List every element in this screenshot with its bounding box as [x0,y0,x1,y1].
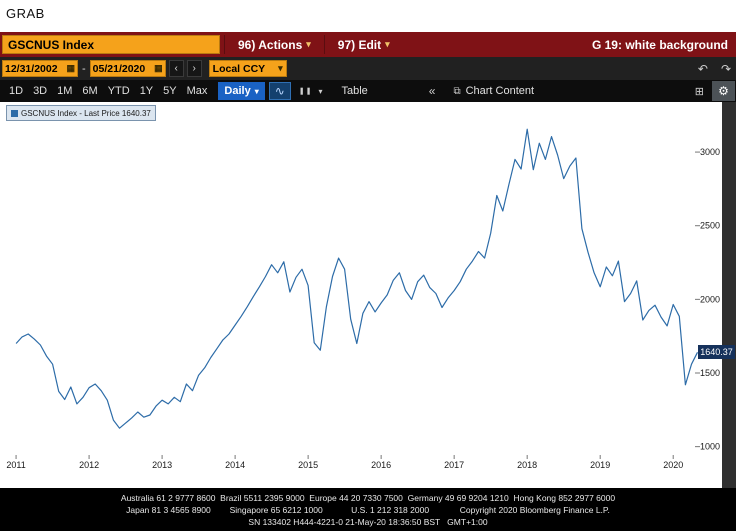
start-date-value: 12/31/2002 [5,62,58,75]
chevron-down-icon[interactable]: ▾ [318,86,323,96]
period-label: 1Y [139,85,154,97]
currency-select[interactable]: Local CCY ▾ [208,60,287,77]
svg-text:2018: 2018 [517,460,537,470]
status-footer: Australia 61 2 9777 8600 Brazil 5511 239… [0,488,736,531]
period-button-max[interactable]: Max [182,80,213,102]
end-date-input[interactable]: 05/21/2020 ▦ [89,60,166,77]
svg-text:2013: 2013 [152,460,172,470]
svg-text:2016: 2016 [371,460,391,470]
frequency-value: Daily [224,85,251,97]
collapse-icon[interactable]: « [428,84,436,98]
edit-menu-button[interactable]: 97) Edit ▾ [329,32,399,57]
svg-text:2019: 2019 [590,460,610,470]
edit-menu-label: 97) Edit [337,37,382,52]
chevron-down-icon: ▾ [254,86,259,96]
footer-session-line: SN 133402 H444-4221-0 21-May-20 18:36:50… [248,517,488,527]
grab-bar: GRAB [0,0,736,32]
svg-text:2011: 2011 [6,460,25,470]
svg-text:3000: 3000 [700,147,720,157]
svg-text:2020: 2020 [663,460,683,470]
divider [224,35,225,54]
panel-icon[interactable]: ⊞ [694,85,704,98]
period-label: YTD [107,85,130,97]
svg-text:1500: 1500 [700,368,720,378]
svg-text:2000: 2000 [700,294,720,304]
period-label: 3D [33,85,48,97]
period-label: 1D [9,85,24,97]
undo-icon[interactable]: ↶ [697,61,708,76]
legend-label: GSCNUS Index - Last Price 1640.37 [21,108,151,118]
period-button-1m[interactable]: 1M [52,80,77,102]
end-date-value: 05/21/2020 [92,62,146,75]
svg-text:2500: 2500 [700,221,720,231]
actions-menu-label: 96) Actions [238,37,303,52]
period-label: Max [186,85,208,97]
redo-icon[interactable]: ↷ [720,61,731,76]
chevron-right-icon: › [192,63,196,74]
period-label: 6M [82,85,98,97]
chart-type-button[interactable]: ∿ [268,82,291,100]
svg-text:2017: 2017 [444,460,464,470]
chevron-down-icon: ▾ [306,39,311,49]
right-edge-strip [722,102,736,488]
svg-text:2014: 2014 [225,460,245,470]
frequency-select[interactable]: Daily ▾ [218,82,265,100]
footer-contacts-line: Australia 61 2 9777 8600 Brazil 5511 239… [120,493,616,503]
grab-title: GRAB [6,6,45,21]
divider [323,35,325,54]
svg-text:1000: 1000 [700,442,720,452]
footer-contacts-line: Japan 81 3 4565 8900 Singapore 65 6212 1… [126,505,610,515]
calendar-icon: ▦ [154,63,163,73]
period-button-3d[interactable]: 3D [28,80,52,102]
legend-swatch [11,109,18,117]
start-date-input[interactable]: 12/31/2002 ▦ [2,60,78,77]
period-button-6m[interactable]: 6M [77,80,102,102]
chart-legend[interactable]: GSCNUS Index - Last Price 1640.37 [6,105,156,121]
panel-title: G 19: white background [591,37,728,52]
svg-text:2015: 2015 [298,460,318,470]
table-label: Table [341,85,368,97]
settings-button[interactable]: ⚙ [712,81,735,101]
range-bar: 12/31/2002 ▦ - 05/21/2020 ▦ ‹ › Local CC… [0,57,736,80]
actions-menu-button[interactable]: 96) Actions ▾ [229,32,320,57]
date-range-separator: - [82,62,86,75]
bar-chart-icon[interactable]: ❚❚ [298,88,313,95]
last-price-badge: 1640.37 [698,345,735,360]
gear-icon: ⚙ [718,84,729,98]
period-button-1y[interactable]: 1Y [135,80,158,102]
calendar-icon: ▦ [66,63,75,73]
chart-content-button[interactable]: ⧉ Chart Content [453,85,534,97]
chevron-down-icon: ▾ [385,39,390,49]
chart-area: 1000 1500 2000 2500 3000 2011 2012 2013 2014 2015… [0,102,736,488]
line-chart-icon: ∿ [274,84,285,98]
period-button-1d[interactable]: 1D [4,80,28,102]
period-label: 1M [57,85,73,97]
chart-toolbar: 1D 3D 1M 6M YTD 1Y 5Y Max Daily ▾ ∿ ❚❚ ▾… [0,80,736,102]
period-button-5y[interactable]: 5Y [158,80,181,102]
price-chart[interactable]: 1000 1500 2000 2500 3000 2011 2012 2013 2014 2015… [0,102,736,488]
chevron-down-icon: ▾ [278,63,283,73]
table-button[interactable]: Table [332,80,376,102]
chart-content-icon: ⧉ [453,85,461,97]
period-label: 5Y [163,85,177,97]
chevron-left-icon: ‹ [174,63,178,74]
currency-value: Local CCY [212,62,266,75]
chart-content-label: Chart Content [465,85,535,97]
command-bar: GSCNUS Index 96) Actions ▾ 97) Edit ▾ G … [0,32,736,57]
period-button-ytd[interactable]: YTD [103,80,135,102]
range-back-button[interactable]: ‹ [168,60,184,77]
svg-text:2012: 2012 [79,460,99,470]
security-input[interactable]: GSCNUS Index [2,35,220,54]
range-forward-button[interactable]: › [186,60,202,77]
security-ticker: GSCNUS Index [8,37,95,52]
